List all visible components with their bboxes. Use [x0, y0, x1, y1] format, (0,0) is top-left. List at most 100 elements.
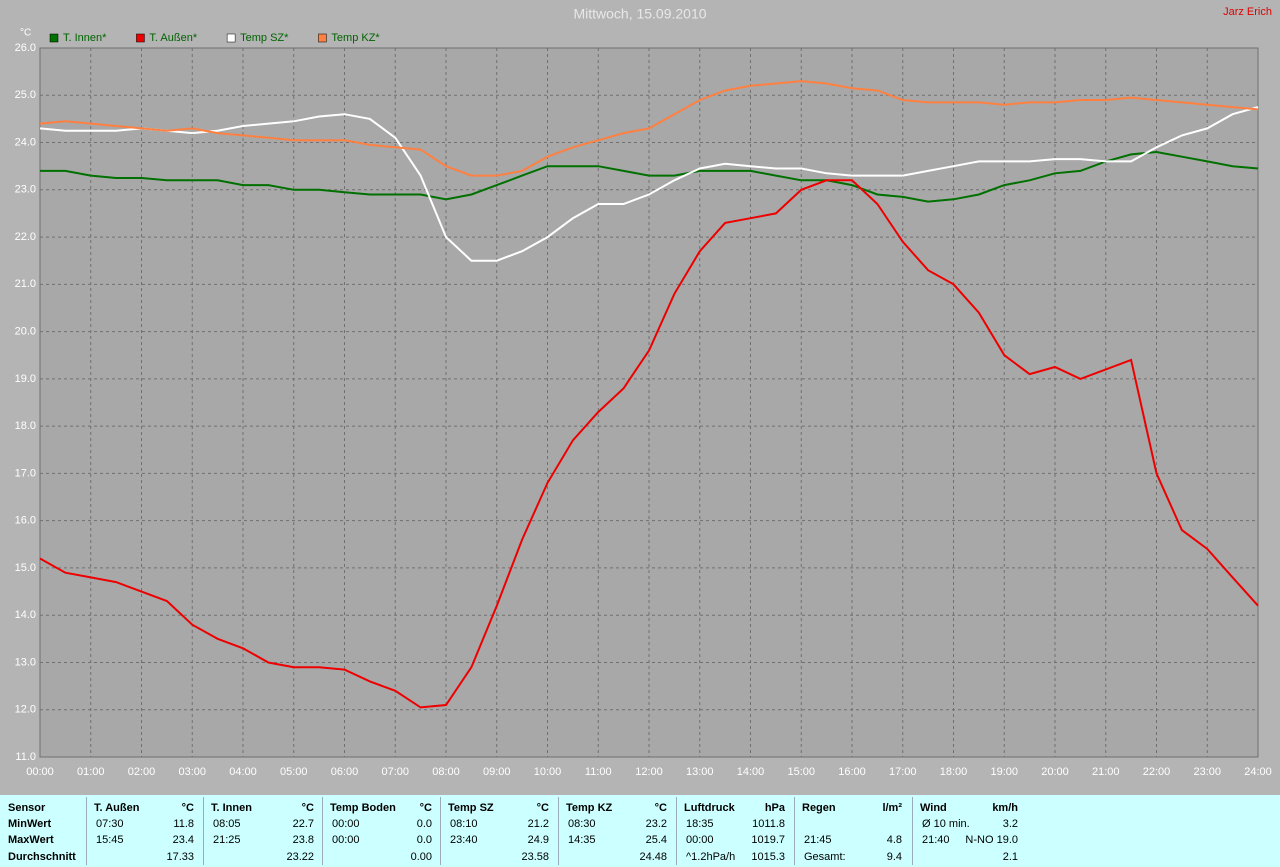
table-cell: Durchschnitt [8, 851, 76, 863]
table-cell: Gesamt: [804, 851, 846, 863]
table-cell: 4.8 [886, 834, 902, 846]
y-tick-label: 25.0 [15, 89, 36, 101]
table-cell: 07:30 [96, 818, 124, 830]
x-tick-label: 15:00 [787, 766, 815, 778]
y-tick-label: 14.0 [15, 609, 36, 621]
x-tick-label: 20:00 [1041, 766, 1069, 778]
column-separator [440, 797, 441, 865]
x-tick-label: 03:00 [178, 766, 206, 778]
table-cell: 24.9 [527, 834, 549, 846]
line [39, 80, 1259, 177]
table-cell: Temp KZ [566, 802, 613, 814]
table-cell: T. Innen [211, 802, 252, 814]
table-cell: 00:00 [686, 834, 714, 846]
table-cell: 21:45 [804, 834, 832, 846]
table-cell: 08:30 [568, 818, 596, 830]
table-cell: °C [301, 802, 314, 814]
table-cell: 3.2 [1002, 818, 1018, 830]
y-tick-label: 15.0 [15, 562, 36, 574]
table-cell: Ø 10 min. [922, 818, 970, 830]
line [39, 106, 1259, 262]
chart: Mittwoch, 15.09.2010 Jarz Erich °C 11.0 1… [15, 6, 1272, 778]
legend-swatch [226, 33, 236, 43]
table-cell: ^1.2hPa/h [686, 851, 736, 863]
y-tick-label: 21.0 [15, 278, 36, 290]
table-cell: 08:05 [213, 818, 241, 830]
x-tick-label: 08:00 [432, 766, 460, 778]
legend-label: T. Außen* [149, 32, 197, 44]
x-tick-label: 04:00 [229, 766, 257, 778]
table-cell: Temp Boden [330, 802, 396, 814]
author: Jarz Erich [1223, 6, 1272, 18]
y-tick-label: 24.0 [15, 136, 36, 148]
table-cell: 21:25 [213, 834, 241, 846]
y-tick-label: 12.0 [15, 704, 36, 716]
y-tick-label: 20.0 [15, 326, 36, 338]
line [39, 179, 1259, 709]
y-tick-label: 13.0 [15, 656, 36, 668]
y-tick-label: 19.0 [15, 373, 36, 385]
y-tick-label: 23.0 [15, 184, 36, 196]
table-cell: 23:40 [450, 834, 478, 846]
table-cell: 0.00 [410, 851, 432, 863]
x-tick-label: 00:00 [26, 766, 54, 778]
table-cell: 1019.7 [751, 834, 785, 846]
legend-swatch [136, 33, 145, 43]
table-cell: hPa [764, 802, 785, 814]
table-cell: 21.2 [527, 818, 549, 830]
x-tick-label: 18:00 [940, 766, 968, 778]
table-cell: 25.4 [645, 834, 667, 846]
y-tick-label: 17.0 [15, 467, 36, 479]
table-cell: 00:00 [332, 818, 360, 830]
table-cell: km/h [992, 802, 1018, 814]
legend-swatch [318, 33, 327, 43]
table-cell: Regen [802, 802, 836, 814]
table-cell: 2.1 [1002, 851, 1018, 863]
table-cell: l/m² [882, 802, 902, 814]
table-cell: MinWert [8, 818, 52, 830]
x-tick-label: 17:00 [889, 766, 917, 778]
table-cell: 08:10 [450, 818, 478, 830]
table-cell: Temp SZ [448, 802, 494, 814]
legend-label: Temp KZ* [331, 32, 380, 44]
table-cell: °C [654, 802, 667, 814]
table-cell: °C [536, 802, 549, 814]
x-tick-label: 05:00 [280, 766, 308, 778]
table-cell: 0.0 [416, 834, 432, 846]
table-cell: 1011.8 [752, 818, 785, 830]
table-cell: 15:45 [96, 834, 124, 846]
x-tick-label: 11:00 [585, 766, 612, 778]
table-cell: 23.2 [645, 818, 667, 830]
legend-label: T. Innen* [63, 32, 107, 44]
x-tick-label: 10:00 [534, 766, 562, 778]
y-unit: °C [20, 28, 31, 39]
column-separator [322, 797, 323, 865]
line [40, 150, 1259, 203]
stats-table: Sensor MinWert MaxWert Durchschnitt T. Außen… [0, 795, 1280, 867]
x-tick-label: 12:00 [635, 766, 663, 778]
table-cell: 1015.3 [751, 851, 785, 863]
y-tick-label: 22.0 [15, 231, 36, 243]
table-cell: 21:40 [922, 834, 950, 846]
table-cell: 14:35 [568, 834, 596, 846]
x-tick-label: 23:00 [1193, 766, 1221, 778]
table-cell: 23.4 [172, 834, 194, 846]
x-tick-label: 21:00 [1092, 766, 1120, 778]
x-tick-label: 13:00 [686, 766, 714, 778]
table-cell: 24.48 [639, 851, 667, 863]
table-cell: T. Außen [94, 802, 140, 814]
x-tick-label: 19:00 [990, 766, 1018, 778]
table-cell: Luftdruck [684, 802, 735, 814]
x-tick-label: 07:00 [381, 766, 409, 778]
x-tick-label: 22:00 [1143, 766, 1171, 778]
table-cell: 18:35 [686, 818, 714, 830]
table-cell: 0.0 [416, 818, 432, 830]
table-cell: Sensor [8, 802, 46, 814]
x-tick-label: 24:00 [1244, 766, 1272, 778]
x-tick-label: 16:00 [838, 766, 866, 778]
table-cell: 23.22 [286, 851, 314, 863]
x-tick-label: 09:00 [483, 766, 511, 778]
chart-title: Mittwoch, 15.09.2010 [573, 6, 706, 22]
table-cell: °C [419, 802, 432, 814]
